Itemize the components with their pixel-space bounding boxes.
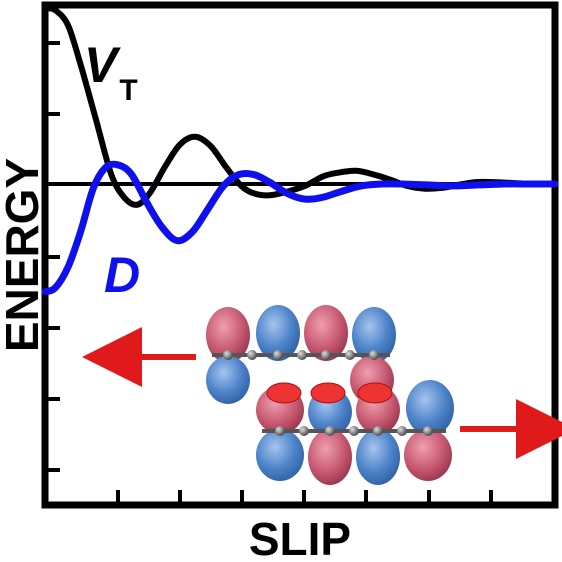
atom <box>223 350 233 360</box>
atom <box>299 426 309 436</box>
orbital-lobe-blue <box>256 305 300 361</box>
y-axis-title: ENERGY <box>0 158 48 352</box>
atom <box>275 426 285 436</box>
orbital-lobe-red <box>308 429 352 485</box>
orbital-lobe-red <box>404 429 452 481</box>
orbital-lobe-blue <box>206 356 250 404</box>
atom <box>373 426 383 436</box>
orbital-lobe-red <box>304 305 348 361</box>
orbital-lobe-blue <box>356 429 400 485</box>
atom <box>297 350 307 360</box>
series-label-d: D <box>104 247 140 303</box>
atom <box>369 350 379 360</box>
atom <box>273 350 283 360</box>
series-label-vt-subscript: T <box>119 74 137 107</box>
orbital-lobe-red <box>206 307 250 363</box>
overlap-region <box>266 382 302 404</box>
series-label-vt: VT <box>84 37 138 107</box>
series-line-d <box>41 160 559 296</box>
overlap-region <box>357 382 393 404</box>
orbital-lobe-blue <box>256 429 304 481</box>
series-label-vt-main: V <box>84 37 121 93</box>
orbital-lobe-blue <box>406 380 454 436</box>
atom <box>325 426 335 436</box>
slipped-dimer-illustration <box>82 305 562 485</box>
atom <box>349 426 359 436</box>
atoms <box>223 350 433 436</box>
overlap-region <box>310 382 346 404</box>
x-axis-title: SLIP <box>249 513 351 562</box>
atom <box>423 426 433 436</box>
y-axis-ticks <box>45 41 60 472</box>
atom <box>247 350 257 360</box>
atom <box>321 350 331 360</box>
atom <box>397 426 407 436</box>
x-axis-ticks <box>116 490 493 505</box>
orbital-lobe-blue <box>352 307 396 363</box>
atom <box>345 350 355 360</box>
